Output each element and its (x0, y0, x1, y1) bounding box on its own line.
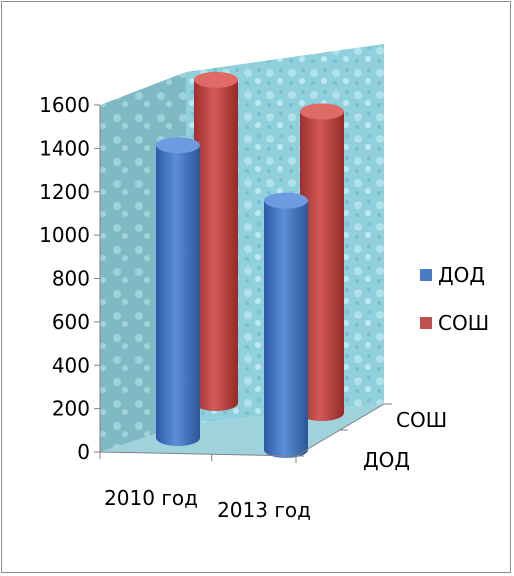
depth-tick-label-0: ДОД (363, 448, 410, 472)
bar-body-1-1 (300, 111, 344, 421)
bar-cap-1-1 (300, 103, 344, 120)
legend-label-series-2: СОШ (438, 311, 490, 335)
legend-swatch-series-2 (420, 317, 432, 329)
y-tick-label-4: 800 (52, 267, 90, 291)
y-tick-label-7: 1400 (39, 136, 90, 160)
y-tick-label-5: 1000 (39, 223, 90, 247)
bar-sosh-0 (194, 71, 238, 411)
bar-cap-1-0 (194, 71, 238, 88)
bar-cap-0-1 (264, 192, 308, 209)
legend-item-series-1: ДОД (420, 262, 489, 288)
x-tick-label-0: 2010 год (104, 486, 198, 510)
bar-dod-0 (156, 137, 200, 446)
bar-dod-1 (264, 192, 308, 458)
chart-labels: 0 200 400 600 800 1000 1200 1400 1600 2010 год 201… (39, 93, 447, 522)
bar-body-1-0 (194, 79, 238, 411)
y-tick-label-0: 0 (77, 440, 90, 464)
legend-label-series-1: ДОД (438, 263, 485, 287)
legend-item-series-2: СОШ (420, 310, 489, 336)
y-tick-label-2: 400 (52, 353, 90, 377)
legend-swatch-series-1 (420, 269, 432, 281)
x-tick-label-1: 2013 год (217, 498, 311, 522)
x-axis-line (99, 451, 297, 457)
y-tick-label-6: 1200 (39, 180, 90, 204)
y-tick-label-8: 1600 (39, 93, 90, 117)
bar-body-0-0 (156, 145, 200, 446)
chart-bars (156, 71, 344, 458)
y-tick-label-1: 200 (52, 397, 90, 421)
depth-tick-label-1: СОШ (396, 408, 447, 432)
chart-axes (94, 104, 392, 463)
bar-cap-0-0 (156, 137, 200, 154)
chart-legend: ДОД СОШ (420, 262, 489, 358)
y-tick-label-3: 600 (52, 310, 90, 334)
bar-sosh-1 (300, 103, 344, 421)
bar-body-0-1 (264, 200, 308, 458)
